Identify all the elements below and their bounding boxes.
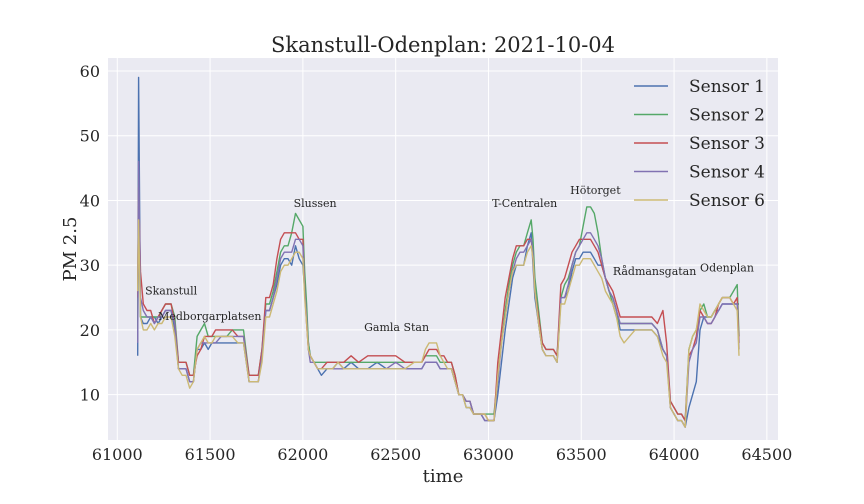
station-annotation: Slussen (294, 197, 337, 210)
annotation-layer: Skanstull Medborgarplatsen Slussen Gamla St… (145, 184, 754, 334)
y-tick-label: 30 (80, 256, 100, 275)
x-tick-label: 64000 (649, 445, 700, 464)
x-tick-label: 61000 (92, 445, 143, 464)
legend-label: Sensor 6 (689, 191, 765, 211)
x-tick-label: 64500 (741, 445, 792, 464)
grid-layer (108, 58, 778, 440)
x-axis-label: time (423, 466, 464, 487)
legend-label: Sensor 1 (689, 77, 765, 97)
chart-title: Skanstull-Odenplan: 2021-10-04 (271, 33, 615, 57)
x-tick-label: 63000 (463, 445, 514, 464)
legend-label: Sensor 2 (689, 106, 765, 126)
legend-label: Sensor 3 (689, 134, 765, 154)
y-tick-label: 10 (80, 386, 100, 405)
station-annotation: Medborgarplatsen (158, 310, 261, 323)
x-tick-label: 61500 (185, 445, 236, 464)
legend-label: Sensor 4 (689, 163, 765, 183)
station-annotation: Hötorget (570, 184, 621, 197)
y-axis-label: PM 2.5 (60, 217, 81, 282)
y-tick-label: 20 (80, 321, 100, 340)
y-tick-label: 50 (80, 127, 100, 146)
station-annotation: Skanstull (145, 284, 198, 297)
y-tick-label: 60 (80, 62, 100, 81)
station-annotation: Odenplan (700, 262, 754, 275)
station-annotation: Rådmansgatan (613, 265, 697, 278)
x-tick-label: 62000 (277, 445, 328, 464)
x-tick-label: 62500 (370, 445, 421, 464)
series-layer (137, 76, 740, 428)
x-tick-label: 63500 (556, 445, 607, 464)
y-tick-label: 40 (80, 191, 100, 210)
legend: Sensor 1 Sensor 2 Sensor 3 Sensor 4 Sensor 6 (634, 77, 765, 211)
station-annotation: Gamla Stan (364, 321, 429, 334)
tick-layer: 61000 61500 62000 62500 63000 63500 64000 64500… (80, 62, 793, 464)
station-annotation: T-Centralen (492, 197, 557, 210)
plot-background (108, 58, 778, 440)
series-line-sensor-6 (137, 219, 740, 428)
